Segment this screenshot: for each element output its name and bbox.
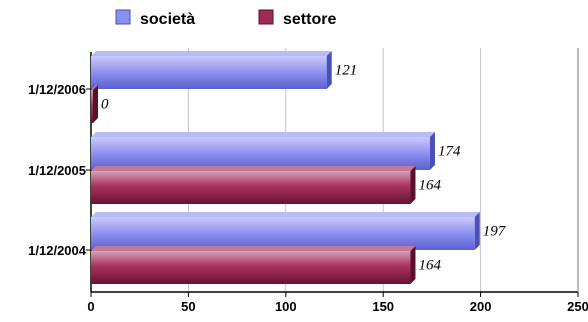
data-label-settore: 164 bbox=[418, 258, 441, 274]
legend-swatch-societa bbox=[115, 9, 131, 25]
x-tick-label: 150 bbox=[372, 299, 394, 314]
bar-societa bbox=[91, 137, 430, 170]
x-tick-label: 250 bbox=[567, 299, 588, 314]
x-tick-label: 50 bbox=[181, 299, 195, 314]
category-label: 1/12/2004 bbox=[28, 243, 87, 258]
bar-side-face bbox=[410, 246, 416, 284]
bar-side-face bbox=[474, 212, 480, 250]
legend: società settore bbox=[115, 9, 336, 28]
bar-side-face bbox=[326, 51, 332, 89]
data-label-societa: 197 bbox=[483, 224, 507, 240]
bar-side-face bbox=[429, 132, 435, 170]
data-label-societa: 174 bbox=[438, 144, 461, 160]
legend-swatch-settore bbox=[258, 9, 274, 25]
bar-settore bbox=[91, 171, 411, 204]
data-label-societa: 121 bbox=[335, 63, 358, 79]
bar-side-face bbox=[93, 85, 98, 123]
legend-label-settore: settore bbox=[283, 11, 336, 28]
bar-top-face bbox=[91, 166, 416, 171]
data-label-settore: 164 bbox=[418, 178, 441, 194]
data-label-settore: 0 bbox=[101, 97, 109, 113]
bar-top-face bbox=[91, 246, 416, 251]
bars: 121 174 197 0 164 164 bbox=[91, 51, 507, 284]
category-label: 1/12/2005 bbox=[28, 163, 86, 178]
x-tick-label: 200 bbox=[470, 299, 492, 314]
bar-settore bbox=[91, 251, 411, 284]
x-tick-label: 0 bbox=[87, 299, 94, 314]
x-tick-label: 100 bbox=[275, 299, 297, 314]
bar-top-face bbox=[91, 212, 480, 217]
bar-societa bbox=[91, 56, 327, 89]
category-labels: 1/12/2006 1/12/2005 1/12/2004 bbox=[28, 82, 91, 258]
bar-societa bbox=[91, 217, 475, 250]
bar-side-face bbox=[410, 166, 416, 204]
bar-top-face bbox=[91, 132, 435, 137]
bar-top-face bbox=[91, 85, 98, 90]
legend-label-societa: società bbox=[140, 11, 195, 28]
bar-settore bbox=[91, 90, 93, 123]
category-label: 1/12/2006 bbox=[28, 82, 86, 97]
x-ticks: 0 50 100 150 200 250 bbox=[87, 292, 588, 314]
bar-top-face bbox=[91, 51, 332, 56]
